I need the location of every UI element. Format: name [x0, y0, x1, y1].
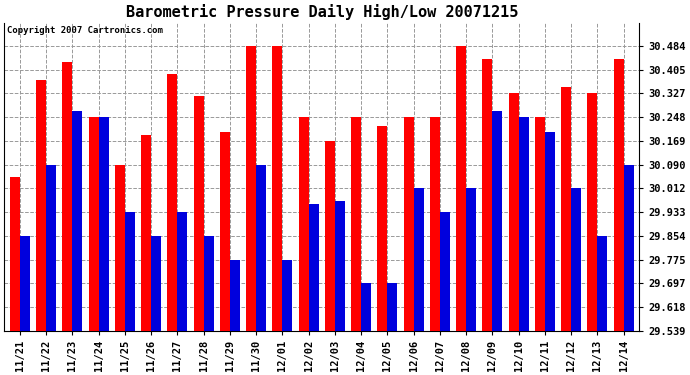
- Bar: [220, 132, 230, 330]
- Bar: [456, 46, 466, 330]
- Bar: [115, 165, 125, 330]
- Bar: [72, 111, 82, 330]
- Bar: [20, 236, 30, 330]
- Bar: [351, 117, 361, 330]
- Bar: [335, 201, 345, 330]
- Bar: [230, 260, 240, 330]
- Bar: [89, 117, 99, 330]
- Bar: [62, 63, 72, 330]
- Text: Copyright 2007 Cartronics.com: Copyright 2007 Cartronics.com: [8, 26, 164, 35]
- Bar: [561, 87, 571, 330]
- Bar: [509, 93, 519, 330]
- Bar: [361, 283, 371, 330]
- Bar: [430, 117, 440, 330]
- Bar: [10, 177, 20, 330]
- Bar: [587, 93, 598, 330]
- Bar: [440, 212, 450, 330]
- Bar: [482, 59, 493, 330]
- Bar: [377, 126, 387, 330]
- Bar: [493, 111, 502, 330]
- Bar: [519, 117, 529, 330]
- Bar: [151, 236, 161, 330]
- Bar: [177, 212, 188, 330]
- Bar: [545, 132, 555, 330]
- Bar: [168, 75, 177, 330]
- Bar: [571, 188, 581, 330]
- Bar: [46, 165, 56, 330]
- Bar: [282, 260, 293, 330]
- Bar: [613, 59, 624, 330]
- Bar: [299, 117, 308, 330]
- Bar: [246, 46, 256, 330]
- Bar: [141, 135, 151, 330]
- Bar: [308, 204, 319, 330]
- Bar: [413, 188, 424, 330]
- Bar: [624, 165, 633, 330]
- Bar: [404, 117, 413, 330]
- Bar: [273, 46, 282, 330]
- Bar: [598, 236, 607, 330]
- Bar: [36, 81, 46, 330]
- Bar: [125, 212, 135, 330]
- Bar: [256, 165, 266, 330]
- Bar: [466, 188, 476, 330]
- Bar: [325, 141, 335, 330]
- Bar: [387, 283, 397, 330]
- Bar: [99, 117, 108, 330]
- Bar: [535, 117, 545, 330]
- Bar: [194, 96, 204, 330]
- Title: Barometric Pressure Daily High/Low 20071215: Barometric Pressure Daily High/Low 20071…: [126, 4, 518, 20]
- Bar: [204, 236, 214, 330]
